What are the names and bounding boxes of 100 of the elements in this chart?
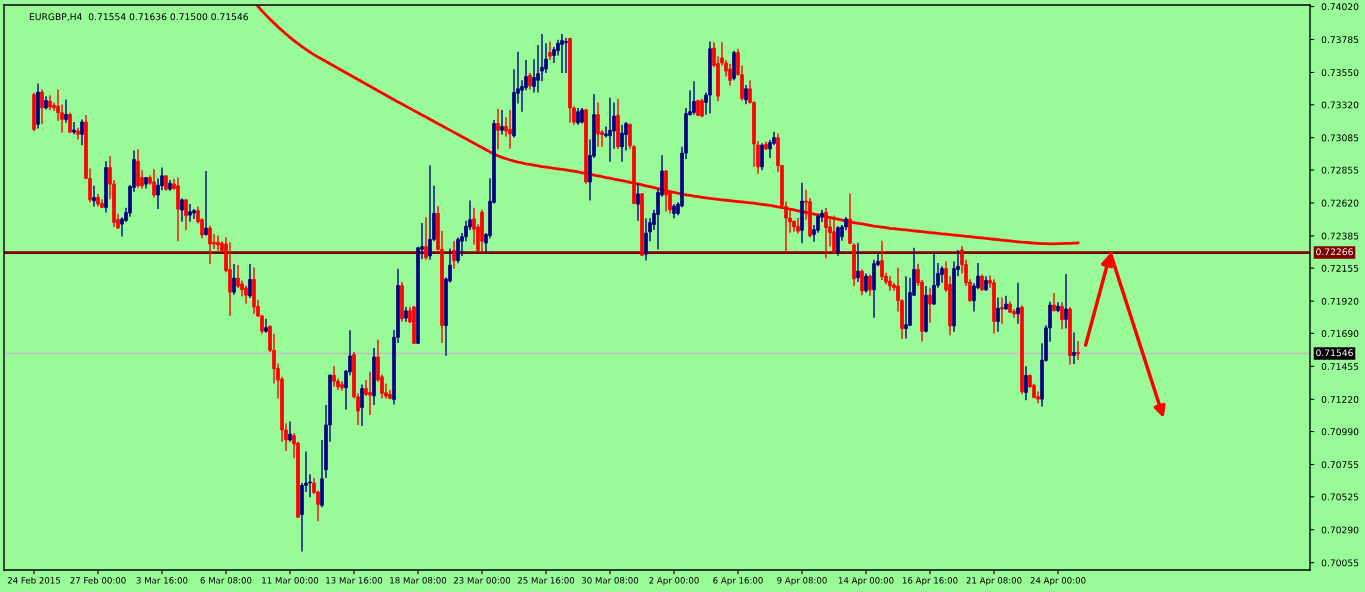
candlestick (508, 109, 512, 150)
candlestick (1000, 296, 1004, 325)
x-tick-label: 11 Mar 00:00 (262, 577, 319, 584)
y-tick-label: 0.71920 (1321, 297, 1359, 305)
candlestick (1024, 365, 1028, 401)
x-tick-label: 27 Feb 00:00 (70, 576, 126, 584)
x-tick-label: 18 Mar 08:00 (390, 577, 447, 584)
candlestick (184, 198, 188, 231)
candlestick (692, 80, 696, 116)
candlestick (864, 272, 868, 294)
candlestick (744, 84, 748, 106)
candlestick (228, 241, 232, 317)
candlestick (760, 142, 764, 171)
candlestick (368, 371, 372, 416)
x-tick-label: 30 Mar 08:00 (581, 577, 639, 584)
candlestick (856, 242, 860, 283)
candlestick (248, 263, 252, 299)
x-tick-label: 6 Apr 16:00 (713, 577, 763, 586)
candlestick (496, 108, 500, 151)
y-tick-label: 0.70755 (1321, 461, 1359, 469)
candlestick (1060, 301, 1064, 330)
candlestick (728, 62, 732, 87)
candlestick (80, 118, 84, 146)
candlestick (928, 286, 932, 324)
candlestick (216, 234, 220, 252)
y-tick-label: 0.70055 (1321, 559, 1359, 567)
ref-line-label: 0.71546 (1316, 349, 1353, 357)
y-tick-label: 0.70990 (1321, 428, 1359, 436)
x-tick-label: 21 Apr 08:00 (966, 577, 1022, 586)
candlestick (244, 284, 248, 305)
x-tick-label: 24 Apr 00:00 (1030, 577, 1086, 586)
candlestick (608, 97, 612, 163)
candlestick (332, 365, 336, 388)
candlestick (880, 239, 884, 281)
candlestick (188, 203, 192, 223)
candlestick (288, 420, 292, 443)
candlestick (548, 40, 552, 61)
y-tick-label: 0.73550 (1321, 69, 1359, 77)
y-tick-label: 0.72855 (1321, 166, 1359, 174)
candlestick (452, 240, 456, 270)
candlestick (596, 101, 600, 148)
y-tick-label: 0.72385 (1321, 232, 1359, 240)
candlestick (1064, 273, 1068, 330)
candlestick (564, 36, 568, 74)
x-tick-label: 9 Apr 08:00 (777, 577, 827, 586)
candlestick (904, 275, 908, 340)
candlestick (1076, 340, 1080, 361)
candlestick (644, 217, 648, 262)
candlestick (92, 185, 96, 208)
y-tick-label: 0.72620 (1321, 199, 1359, 207)
candlestick (340, 380, 344, 392)
candlestick (1016, 282, 1020, 325)
candlestick (428, 164, 432, 261)
candlestick (620, 123, 624, 163)
ref-line-label: 0.72266 (1316, 248, 1353, 256)
candlestick (360, 383, 364, 427)
candlestick (860, 268, 864, 296)
x-tick-label: 14 Apr 00:00 (838, 577, 894, 586)
candlestick (64, 98, 68, 124)
candlestick (232, 263, 236, 296)
candlestick (1072, 331, 1076, 365)
candlestick (868, 273, 872, 297)
candlestick (208, 224, 212, 265)
candlestick (604, 125, 608, 139)
candlestick (152, 168, 156, 199)
x-tick-label: 2 Apr 00:00 (649, 577, 699, 586)
candlestick (664, 169, 668, 213)
candlestick (52, 102, 56, 112)
candlestick (72, 121, 76, 136)
candlestick (996, 296, 1000, 333)
x-tick-label: 23 Mar 00:00 (453, 577, 511, 584)
x-tick-label: 13 Mar 16:00 (326, 577, 383, 584)
y-tick-label: 0.73785 (1321, 36, 1359, 44)
y-tick-label: 0.71455 (1321, 363, 1359, 370)
y-tick-label: 0.71690 (1321, 330, 1359, 337)
candlestick (932, 251, 936, 306)
x-tick-label: 24 Feb 2015 (7, 576, 61, 584)
x-tick-label: 25 Mar 16:00 (517, 577, 575, 584)
candlestick (204, 170, 208, 237)
x-tick-label: 16 Apr 16:00 (902, 577, 958, 586)
y-tick-label: 0.73085 (1321, 134, 1359, 142)
y-tick-label: 0.71220 (1321, 395, 1359, 403)
y-tick-label: 0.73320 (1321, 101, 1359, 109)
candlestick (264, 317, 268, 334)
line-series (256, 5, 1080, 246)
text: EURGBP,H4 0.71554 0.71636 0.71500 0.71546 (29, 13, 249, 22)
y-tick-label: 0.70525 (1321, 493, 1359, 501)
candlestick (456, 236, 460, 265)
candlestick (636, 183, 640, 222)
candlestick (176, 176, 180, 242)
y-tick-label: 0.72155 (1321, 264, 1359, 272)
x-tick-label: 6 Mar 08:00 (200, 577, 252, 584)
x-tick-label: 3 Mar 16:00 (136, 577, 188, 584)
candlestick (180, 197, 184, 223)
candlestick (560, 33, 564, 74)
candlestick (424, 216, 428, 261)
y-tick-label: 0.70290 (1321, 526, 1359, 534)
candlestick (40, 88, 44, 126)
y-tick-label: 0.74020 (1321, 3, 1359, 11)
candlestick (68, 112, 72, 134)
